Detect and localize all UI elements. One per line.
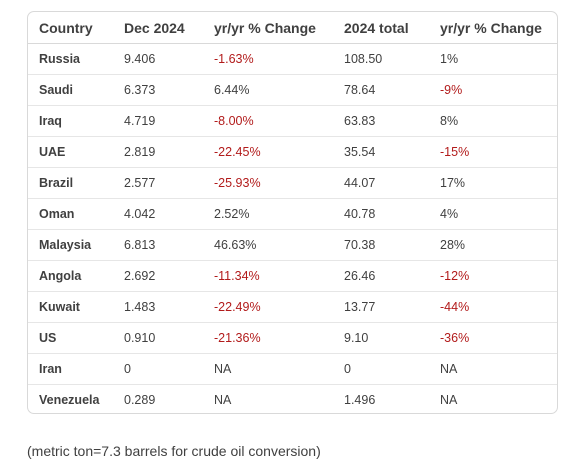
monthly-change-cell: -21.36% (203, 322, 333, 354)
data-table-card: Country Dec 2024 yr/yr % Change 2024 tot… (27, 11, 558, 414)
table-header-row: Country Dec 2024 yr/yr % Change 2024 tot… (28, 12, 557, 44)
table-row: Brazil 2.577 -25.93% 44.07 17% (28, 167, 557, 199)
table-row: Russia 9.406 -1.63% 108.50 1% (28, 43, 557, 75)
monthly-change-cell: NA (214, 393, 232, 407)
total-2024-cell: 44.07 (333, 167, 429, 199)
total-2024-cell: 35.54 (333, 136, 429, 168)
dec-2024-cell: 0.289 (124, 393, 156, 407)
dec-2024-cell: 9.406 (113, 43, 203, 75)
monthly-change-cell: 6.44% (203, 74, 333, 106)
monthly-change-cell: -25.93% (203, 167, 333, 199)
country-cell: Kuwait (28, 291, 113, 323)
table-row: Iran 0 NA 0 NA (28, 353, 557, 385)
monthly-change-cell: -22.49% (203, 291, 333, 323)
header-dec-2024: Dec 2024 (113, 12, 203, 44)
monthly-change-cell: -11.34% (203, 260, 333, 292)
monthly-change-cell: 2.52% (203, 198, 333, 230)
annual-change-cell: -9% (429, 74, 557, 106)
total-2024-cell: 70.38 (333, 229, 429, 261)
table-row: Malaysia 6.813 46.63% 70.38 28% (28, 229, 557, 261)
footnote: (metric ton=7.3 barrels for crude oil co… (27, 443, 321, 459)
annual-change-cell: 1% (429, 43, 557, 75)
total-2024-cell: 40.78 (333, 198, 429, 230)
table-body: Russia 9.406 -1.63% 108.50 1% Saudi 6.373 6.44%… (28, 43, 557, 414)
country-cell: Brazil (28, 167, 113, 199)
dec-2024-cell: 2.692 (113, 260, 203, 292)
country-cell: UAE (28, 136, 113, 168)
dec-2024-cell: 0 (113, 353, 203, 385)
table-row: Kuwait 1.483 -22.49% 13.77 -44% (28, 291, 557, 323)
total-2024-cell: 9.10 (333, 322, 429, 354)
total-2024-cell: 78.64 (333, 74, 429, 106)
table-row: Venezuela 0.289 NA 1.496 NA (28, 385, 557, 414)
monthly-change-cell: -8.00% (203, 105, 333, 137)
annual-change-cell: -44% (429, 291, 557, 323)
annual-change-cell: -12% (429, 260, 557, 292)
country-cell: Oman (28, 198, 113, 230)
header-monthly-yoy-change: yr/yr % Change (203, 12, 333, 44)
table-row: Oman 4.042 2.52% 40.78 4% (28, 198, 557, 230)
dec-2024-cell: 6.373 (113, 74, 203, 106)
country-cell: Iran (28, 353, 113, 385)
header-2024-total: 2024 total (333, 12, 429, 44)
table-row: UAE 2.819 -22.45% 35.54 -15% (28, 136, 557, 168)
total-2024-cell: 1.496 (344, 393, 376, 407)
country-cell: Angola (28, 260, 113, 292)
total-2024-cell: 0 (333, 353, 429, 385)
country-cell: US (28, 322, 113, 354)
table-row: Iraq 4.719 -8.00% 63.83 8% (28, 105, 557, 137)
dec-2024-cell: 4.719 (113, 105, 203, 137)
dec-2024-cell: 2.819 (113, 136, 203, 168)
monthly-change-cell: -1.63% (203, 43, 333, 75)
annual-change-cell: -36% (429, 322, 557, 354)
annual-change-cell: -15% (429, 136, 557, 168)
header-annual-yoy-change: yr/yr % Change (429, 12, 557, 44)
annual-change-cell: NA (429, 353, 557, 385)
dec-2024-cell: 2.577 (113, 167, 203, 199)
dec-2024-cell: 1.483 (113, 291, 203, 323)
table-row: Saudi 6.373 6.44% 78.64 -9% (28, 74, 557, 106)
dec-2024-cell: 6.813 (113, 229, 203, 261)
crude-imports-table: Country Dec 2024 yr/yr % Change 2024 tot… (28, 12, 557, 414)
country-cell: Venezuela (39, 393, 100, 407)
total-2024-cell: 13.77 (333, 291, 429, 323)
header-country: Country (28, 12, 113, 44)
country-cell: Malaysia (28, 229, 113, 261)
annual-change-cell: 28% (429, 229, 557, 261)
annual-change-cell: 17% (429, 167, 557, 199)
dec-2024-cell: 0.910 (113, 322, 203, 354)
total-2024-cell: 63.83 (333, 105, 429, 137)
annual-change-cell: 4% (429, 198, 557, 230)
dec-2024-cell: 4.042 (113, 198, 203, 230)
monthly-change-cell: 46.63% (203, 229, 333, 261)
monthly-change-cell: -22.45% (203, 136, 333, 168)
table-row: Angola 2.692 -11.34% 26.46 -12% (28, 260, 557, 292)
table-row: US 0.910 -21.36% 9.10 -36% (28, 322, 557, 354)
total-2024-cell: 108.50 (333, 43, 429, 75)
monthly-change-cell: NA (203, 353, 333, 385)
total-2024-cell: 26.46 (333, 260, 429, 292)
country-cell: Saudi (28, 74, 113, 106)
annual-change-cell: 8% (429, 105, 557, 137)
annual-change-cell: NA (440, 393, 458, 407)
country-cell: Iraq (28, 105, 113, 137)
country-cell: Russia (28, 43, 113, 75)
